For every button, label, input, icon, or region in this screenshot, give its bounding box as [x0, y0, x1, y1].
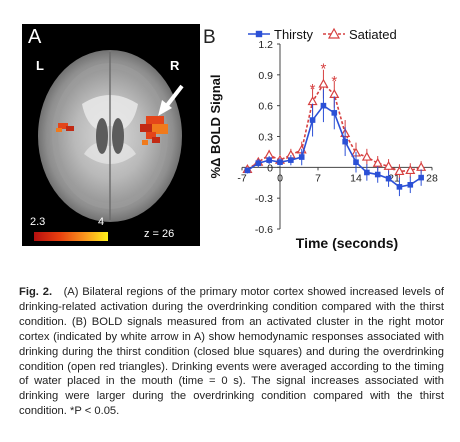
thirsty-point — [255, 160, 262, 167]
satiated-point — [394, 166, 405, 176]
ventricle-right — [112, 118, 124, 154]
thirsty-point — [364, 169, 370, 176]
x-tick-label: 28 — [426, 172, 438, 184]
satiated-point — [361, 151, 372, 161]
satiated-point — [372, 157, 383, 167]
thirsty-point — [266, 157, 272, 163]
thirsty-point — [288, 157, 294, 163]
y-tick-label: 0.6 — [258, 101, 273, 113]
panel-a-label: A — [28, 26, 42, 48]
thirsty-point — [320, 102, 327, 109]
caption-fig-label: Fig. 2. — [19, 286, 53, 298]
thirsty-point — [342, 138, 348, 145]
right-hemisphere-label: R — [170, 58, 180, 73]
y-tick-label: 1.2 — [258, 39, 273, 51]
thirsty-point — [353, 159, 359, 165]
bold-signal-chart: B Thirsty Satiated -0.6 -0.3 0 0.3 0.6 0.9 1.2 -… — [203, 27, 438, 251]
activation-cluster-right — [140, 116, 168, 145]
satiated-point — [383, 160, 394, 170]
legend-satiated-label: Satiated — [349, 27, 397, 42]
caption-text: (A) Bilateral regions of the primary mot… — [19, 286, 444, 418]
legend-thirsty-label: Thirsty — [274, 27, 314, 42]
y-tick-label: 0 — [267, 162, 273, 174]
brain-slice-image — [34, 50, 184, 241]
significance-asterisk: * — [310, 81, 316, 98]
x-tick-label: 0 — [277, 172, 283, 184]
slice-z-label: z = 26 — [144, 228, 175, 240]
brain-slice-panel: A L R 2.3 4 z = 26 — [22, 24, 200, 246]
thirsty-point — [418, 174, 424, 181]
thirsty-point — [298, 154, 305, 160]
x-tick-label: 14 — [350, 172, 362, 184]
y-tick-label: 0.3 — [258, 132, 273, 144]
thirsty-point — [331, 110, 338, 116]
legend-satiated-marker — [327, 27, 341, 39]
y-tick-label: 0.9 — [258, 70, 273, 82]
x-tick-label: 7 — [315, 172, 321, 184]
plot-area: -0.6-0.300.30.60.91.2-7 0 7 14 21 28*** — [237, 39, 438, 236]
colorbar — [34, 232, 108, 241]
panel-b-label: B — [203, 27, 216, 48]
x-tick-label: 21 — [388, 172, 400, 184]
satiated-point — [416, 161, 427, 171]
significance-asterisk: * — [331, 73, 337, 90]
x-tick-label: -7 — [237, 172, 246, 184]
colorbar-min-label: 2.3 — [30, 216, 46, 228]
y-tick-label: -0.3 — [255, 193, 273, 205]
thirsty-point — [385, 175, 392, 182]
significance-asterisk: * — [321, 61, 327, 78]
thirsty-point — [374, 171, 381, 178]
arrow-icon — [158, 84, 184, 116]
satiated-point — [318, 78, 329, 88]
thirsty-point — [407, 182, 414, 188]
satiated-point — [405, 164, 416, 175]
colorbar-max-label: 4 — [98, 216, 105, 228]
thirsty-point — [244, 167, 251, 174]
activation-cluster-left — [56, 123, 74, 132]
chart-legend: Thirsty Satiated — [248, 27, 397, 42]
ventricle-left — [96, 118, 108, 154]
y-tick-label: -0.6 — [255, 224, 273, 236]
thirsty-point — [396, 184, 403, 190]
thirsty-point — [277, 159, 283, 165]
y-axis-label: %Δ BOLD Signal — [208, 75, 223, 179]
x-axis-label: Time (seconds) — [296, 235, 398, 251]
figure-caption: Fig. 2. (A) Bilateral regions of the pri… — [19, 285, 444, 419]
thirsty-point — [309, 117, 316, 123]
legend-thirsty-marker — [255, 30, 263, 38]
left-hemisphere-label: L — [36, 58, 44, 73]
